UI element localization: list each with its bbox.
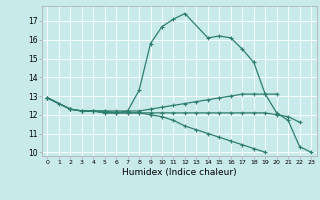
X-axis label: Humidex (Indice chaleur): Humidex (Indice chaleur) (122, 168, 236, 177)
